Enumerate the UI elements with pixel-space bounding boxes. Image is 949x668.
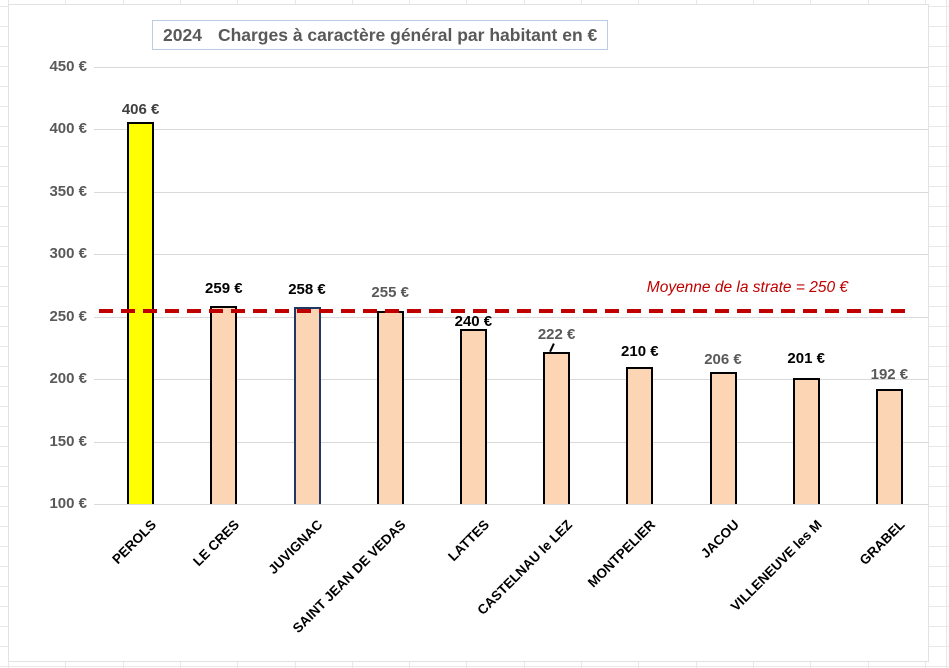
chart-title[interactable]: 2024 Charges à caractère général par habi… [152,20,609,50]
x-axis-label-grabel: GRABEL [857,517,909,568]
y-gridline [94,129,929,131]
bar-value-label: 255 € [371,283,409,301]
bar-lattes[interactable] [459,329,487,504]
x-axis-label-le-cres: LE CRES [190,517,243,569]
bar-villeneuve-les-m[interactable] [792,377,820,504]
chart-title-year: 2024 [163,25,202,45]
y-axis-tick-label: 100 € [49,495,87,512]
bar-value-label: 210 € [621,342,659,360]
y-gridline [94,379,929,381]
y-axis-tick-label: 200 € [49,370,87,388]
x-axis-label-juvignac: JUVIGNAC [265,517,326,577]
x-axis-label-perols: PEROLS [109,517,160,567]
y-gridline [94,441,929,443]
reference-line-label[interactable]: Moyenne de la strate = 250 € [646,279,848,296]
bar-jacou[interactable] [709,371,737,504]
y-axis-tick-label: 250 € [49,307,87,325]
bar-value-label: 258 € [288,280,326,298]
bar-value-label: 222 € [537,325,576,343]
bar-juvignac[interactable] [293,306,321,504]
y-axis-tick-label: 350 € [49,182,87,200]
x-axis-label-lattes: LATTES [444,517,493,565]
y-axis-tick-label: 300 € [49,245,87,263]
x-axis-label-montpelier: MONTPELIER [585,517,659,591]
bar-value-label: 259 € [205,279,243,297]
reference-dashed-line [99,309,907,313]
y-gridline [94,254,929,256]
label-leader-line [548,342,554,352]
x-axis-label-castelnau-le-lez: CASTELNAU le LEZ [474,517,576,618]
y-gridline [94,504,929,505]
x-axis-label-villeneuve-les-m: VILLENEUVE les M [727,517,825,615]
bar-value-label: 201 € [787,349,825,367]
bar-value-label: 206 € [704,350,742,368]
y-axis-tick-label: 150 € [49,432,87,450]
chart-title-text: Charges à caractère général par habitant… [217,25,598,45]
chart-surface[interactable]: 100 € 150 € 200 € 250 € 300 € 350 € 400 € 450 €… [8,4,929,662]
bar-value-label: 240 € [454,313,493,331]
y-axis-tick-label: 450 € [49,58,87,75]
x-axis-label-jacou: JACOU [697,517,742,562]
bar-montpelier[interactable] [626,366,654,504]
bar-le-cres[interactable] [210,305,238,504]
bar-value-label: 406 € [121,100,160,118]
bar-value-label: 192 € [870,366,909,384]
y-gridline [94,316,929,318]
y-gridline [94,191,929,193]
y-gridline [94,67,929,68]
bar-saint-jean-de-vedas[interactable] [376,310,404,504]
y-axis-tick-label: 400 € [49,120,87,138]
bar-grabel[interactable] [875,389,903,504]
bar-castelnau-le-lez[interactable] [543,351,571,504]
spreadsheet-row-line [0,666,949,667]
spreadsheet-column-line [946,0,947,668]
